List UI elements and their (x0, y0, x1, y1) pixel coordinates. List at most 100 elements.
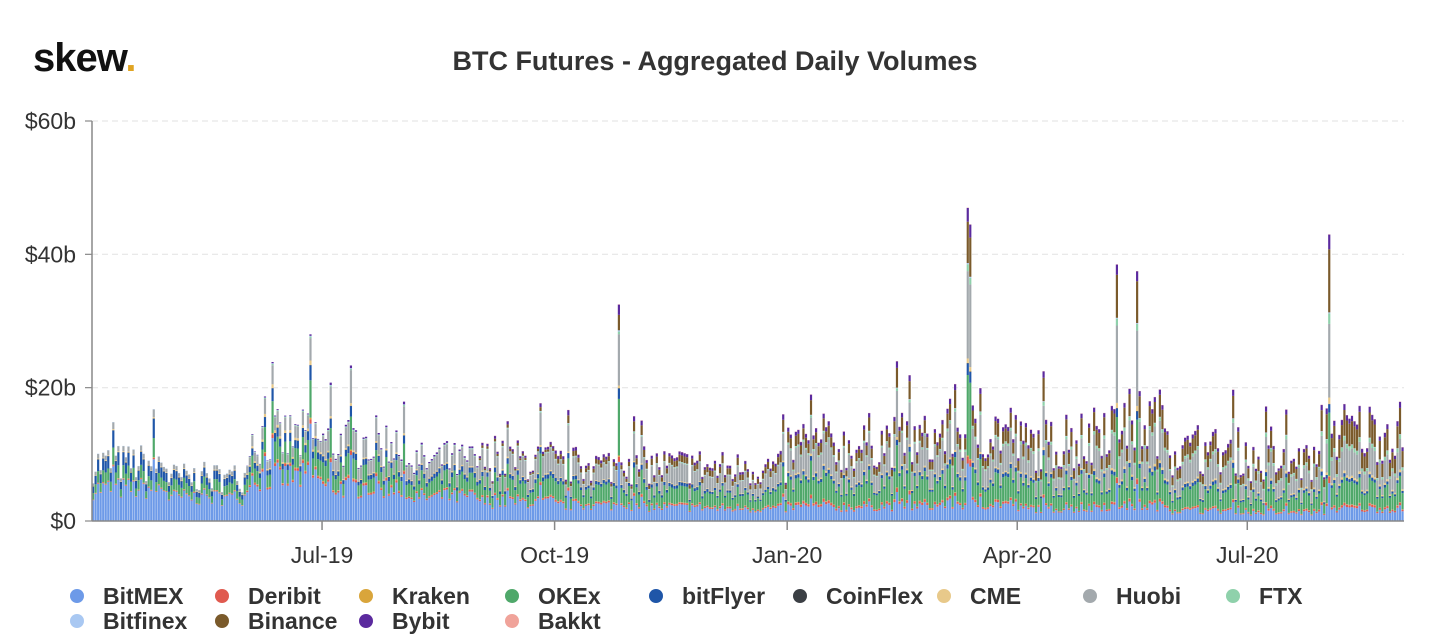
bar-segment-bitmex (863, 504, 865, 521)
bar-segment-huobi (507, 429, 509, 456)
bar-segment-deribit (378, 481, 380, 483)
bar-segment-deribit (709, 508, 711, 509)
bar-segment-deribit (977, 505, 979, 507)
bar-segment-deribit (633, 493, 635, 496)
bar-segment-ftx (426, 470, 428, 471)
bar-segment-bitflyer (936, 481, 938, 484)
bar-segment-deribit (552, 496, 554, 498)
bar-segment-bitmex (1136, 484, 1138, 521)
bar-segment-bitmex (287, 486, 289, 521)
bar-segment-deribit (236, 499, 238, 500)
bar-segment-bybit (368, 459, 370, 460)
bar-segment-bybit (261, 426, 263, 427)
bar-segment-bitflyer (855, 484, 857, 487)
bar-segment-bitmex (812, 506, 814, 521)
bar-segment-deribit (946, 498, 948, 500)
bar-segment-ftx (1083, 469, 1085, 471)
bar-segment-deribit (403, 471, 405, 474)
bar-segment-deribit (489, 504, 491, 505)
bar-segment-bitmex (989, 506, 991, 521)
bar-segment-binance (699, 455, 701, 462)
bar-segment-cme (972, 461, 974, 463)
bar-segment-okex (107, 468, 109, 480)
bar-segment-okex (666, 493, 668, 506)
bar-segment-deribit (365, 483, 367, 485)
bar-segment-okex (911, 493, 913, 509)
bar-segment-ftx (1116, 319, 1118, 326)
bar-segment-binance (517, 443, 519, 446)
bar-segment-ftx (1037, 449, 1039, 451)
bar-segment-bybit (724, 475, 726, 477)
bar-segment-deribit (929, 508, 931, 510)
bar-segment-bitflyer (264, 417, 266, 427)
bar-segment-bitflyer (428, 479, 430, 483)
bar-segment-cme (782, 461, 784, 462)
bar-segment-okex (777, 487, 779, 504)
bar-segment-huobi (668, 464, 670, 482)
bar-segment-binance (903, 456, 905, 464)
bar-segment-binance (512, 451, 514, 453)
bar-segment-deribit (691, 504, 693, 506)
bar-segment-bybit (959, 434, 961, 438)
bar-segment-huobi (127, 447, 129, 452)
bar-segment-okex (223, 486, 225, 495)
bar-segment-cme (848, 478, 850, 479)
bar-segment-huobi (866, 457, 868, 480)
bar-segment-okex (1141, 491, 1143, 509)
bar-segment-cme (593, 487, 595, 488)
bar-segment-bitfinex (403, 404, 405, 405)
bar-segment-okex (1015, 472, 1017, 499)
bar-segment-okex (438, 473, 440, 490)
bar-segment-deribit (577, 501, 579, 503)
bar-segment-okex (818, 484, 820, 505)
bar-segment-binance (916, 455, 918, 464)
bar-segment-deribit (769, 508, 771, 509)
bar-segment-huobi (775, 474, 777, 488)
bar-segment-binance (1139, 396, 1141, 418)
bar-segment-kraken (378, 481, 380, 482)
bar-segment-bybit (282, 453, 284, 454)
bar-segment-bitmex (428, 498, 430, 521)
bar-segment-okex (954, 457, 956, 492)
bar-segment-deribit (754, 511, 756, 512)
bar-segment-bybit (924, 416, 926, 420)
bar-segment-binance (484, 469, 486, 471)
bar-segment-bybit (304, 430, 306, 431)
bar-segment-okex (433, 478, 435, 493)
bar-segment-huobi (858, 460, 860, 481)
bar-segment-deribit (153, 458, 155, 459)
bar-segment-bybit (701, 477, 703, 479)
bar-segment-huobi (967, 271, 969, 358)
bar-segment-huobi (625, 483, 627, 494)
bar-segment-deribit (888, 503, 890, 505)
bar-segment-bitflyer (320, 454, 322, 460)
bar-segment-binance (805, 438, 807, 448)
bar-segment-bybit (1085, 461, 1087, 464)
bar-segment-bitfinex (641, 435, 643, 436)
bar-segment-cme (143, 459, 145, 460)
bar-segment-binance (1101, 458, 1103, 469)
bar-segment-deribit (1134, 509, 1136, 510)
bar-segment-huobi (327, 431, 329, 451)
bar-segment-cme (653, 495, 655, 496)
bar-segment-bitflyer (1131, 477, 1133, 480)
bar-segment-binance (807, 444, 809, 453)
bar-segment-huobi (959, 452, 961, 476)
bar-segment-ftx (438, 450, 440, 451)
bar-segment-bitmex (800, 507, 802, 521)
bar-segment-binance (663, 455, 665, 462)
bar-segment-cme (489, 487, 491, 488)
bar-segment-bybit (931, 459, 933, 462)
bar-segment-cme (297, 438, 299, 440)
bar-segment-bitflyer (792, 490, 794, 492)
bar-segment-bitmex (327, 482, 329, 521)
bar-segment-ftx (279, 424, 281, 425)
bar-segment-bybit (357, 468, 359, 469)
bar-segment-bitflyer (919, 472, 921, 475)
bar-segment-bitmex (843, 505, 845, 521)
bar-segment-huobi (261, 428, 263, 439)
bar-segment-huobi (562, 465, 564, 480)
bar-segment-bitmex (130, 492, 132, 521)
bar-segment-cme (598, 481, 600, 482)
bar-segment-bybit (436, 452, 438, 454)
